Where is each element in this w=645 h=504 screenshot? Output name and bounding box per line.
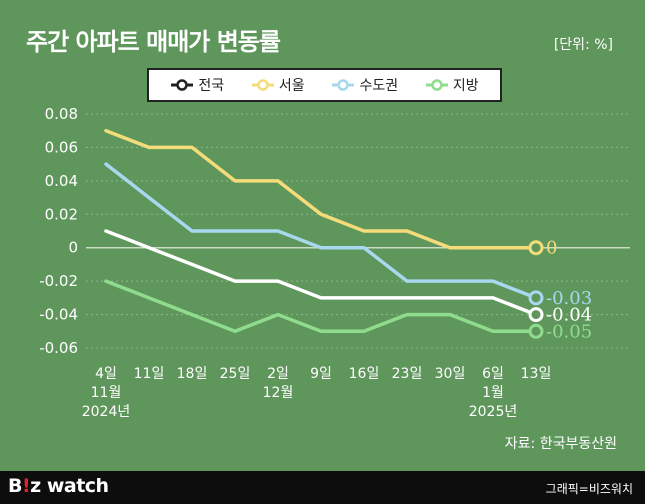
legend-label: 전국: [198, 78, 225, 94]
y-tick-label: 0: [68, 239, 78, 257]
legend-swatch: [251, 79, 274, 91]
brand-z: z: [30, 475, 41, 497]
y-tick-label: 0.02: [45, 205, 78, 223]
legend-label: 수도권: [359, 78, 399, 94]
legend: 전국 서울 수도권 지방: [147, 68, 502, 102]
end-value-label: 0: [546, 238, 557, 259]
x-tick-label: 25일: [220, 366, 251, 382]
x-tick-sublabel: 2025년: [469, 404, 518, 420]
brand-b: B: [8, 475, 22, 497]
end-point-marker: [528, 323, 544, 339]
series-line-지방: [104, 279, 538, 334]
graphic-credit: 그래픽=비즈워치: [545, 482, 633, 496]
x-tick-label: 2일: [267, 366, 289, 382]
x-tick-sublabel: 1월: [482, 385, 504, 401]
x-tick-label: 30일: [435, 366, 466, 382]
x-tick-sublabel: 12월: [263, 385, 294, 401]
x-tick-label: 18일: [177, 366, 208, 382]
end-value-label: -0.03: [546, 288, 592, 309]
brand-rest: watch: [40, 475, 109, 497]
legend-label: 서울: [278, 78, 305, 94]
end-point-marker: [528, 240, 544, 256]
x-tick-label: 23일: [392, 366, 423, 382]
x-tick-label: 11일: [134, 366, 165, 382]
series-line-전국: [104, 229, 538, 317]
brand-logo: B!z watch: [8, 475, 109, 497]
legend-swatch: [171, 79, 194, 91]
x-tick-label: 13일: [521, 366, 552, 382]
x-tick-label: 6일: [482, 366, 504, 382]
series-line-수도권: [104, 162, 538, 300]
unit-label: [단위: %]: [553, 37, 613, 53]
legend-swatch: [425, 79, 448, 91]
legend-item: 수도권: [331, 75, 398, 95]
x-axis-ticks: 4일 11월 2024년 11일 18일 25일 2일 12월 9일 16일 23일 30일 6일 1월 2…: [82, 366, 552, 420]
x-tick-sublabel: 11월: [91, 385, 122, 401]
end-point-marker: [528, 307, 544, 323]
series-lines: [104, 128, 538, 334]
y-tick-label: 0.08: [45, 105, 78, 123]
series-line-서울: [104, 128, 538, 250]
y-axis-ticks: 0.08 0.06 0.04 0.02 0 -0.02 -0.04 -0.06: [39, 105, 78, 357]
end-markers: -0.05 -0.03 0 -0.04: [528, 238, 592, 342]
end-point-marker: [528, 290, 544, 306]
x-tick-sublabel: 2024년: [82, 404, 131, 420]
brand-accent: !: [21, 475, 31, 497]
footer-bar: B!z watch 그래픽=비즈워치: [0, 471, 645, 504]
legend-label: 지방: [452, 78, 479, 94]
y-tick-label: -0.06: [39, 339, 78, 357]
chart-title: 주간 아파트 매매가 변동률: [26, 28, 281, 56]
legend-item: 지방: [425, 75, 479, 95]
end-value-label: -0.05: [546, 321, 592, 342]
y-tick-label: -0.04: [39, 306, 78, 324]
legend-item: 서울: [251, 75, 305, 95]
x-tick-label: 16일: [349, 366, 380, 382]
end-value-label: -0.04: [546, 305, 592, 326]
y-tick-label: -0.02: [39, 272, 78, 290]
legend-swatch: [332, 79, 355, 91]
source-note: 자료: 한국부동산원: [504, 436, 617, 452]
y-tick-label: 0.06: [45, 138, 78, 156]
y-tick-label: 0.04: [45, 172, 78, 190]
legend-item: 전국: [170, 75, 224, 95]
x-tick-label: 4일: [95, 366, 117, 382]
x-tick-label: 9일: [310, 366, 332, 382]
